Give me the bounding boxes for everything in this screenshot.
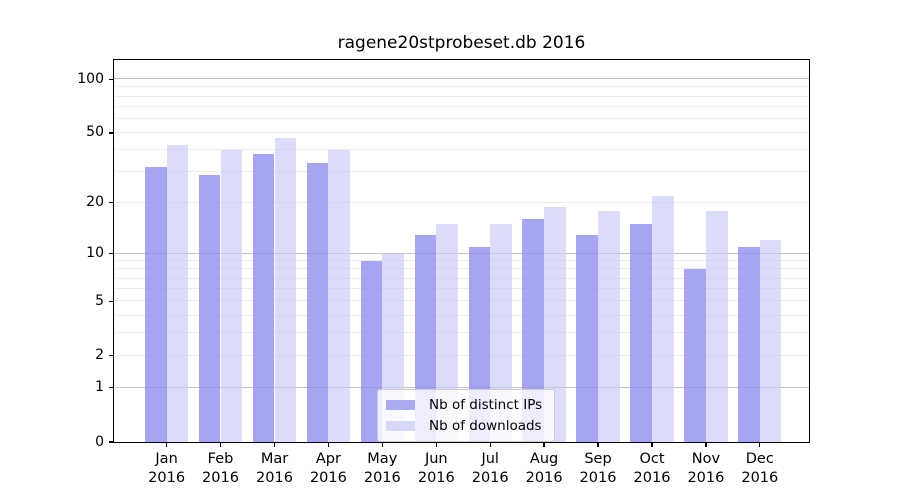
x-tick-label-oct: Oct 2016 [633, 451, 671, 486]
x-tick-mark [273, 443, 276, 447]
bar-feb-downloads [220, 150, 243, 442]
x-tick-mark [381, 443, 383, 447]
bar-feb-ips [198, 174, 221, 442]
bar-sep-downloads [598, 210, 620, 442]
legend-entry-downloads: Nb of downloads [386, 418, 542, 434]
legend: Nb of distinct IPs Nb of downloads [377, 389, 556, 442]
bar-oct-ips [630, 224, 652, 442]
x-tick-mark [219, 443, 222, 447]
gridline-5 [114, 300, 809, 302]
legend-swatch-ips [386, 400, 415, 410]
bar-jan-downloads [166, 144, 189, 442]
x-tick-label-jul: Jul 2016 [471, 451, 509, 486]
bar-jun-downloads [436, 224, 458, 442]
y-tick-mark [109, 354, 113, 357]
x-tick-label-dec: Dec 2016 [741, 451, 779, 486]
x-tick-mark [543, 443, 545, 447]
bar-mar-downloads [274, 137, 297, 442]
x-tick-mark [597, 443, 599, 447]
x-tick-label-nov: Nov 2016 [687, 451, 725, 486]
bar-may-ips [360, 261, 383, 442]
gridline-60 [114, 117, 809, 119]
y-tick-mark [109, 202, 113, 204]
x-tick-mark [705, 443, 707, 447]
gridline-30 [114, 171, 809, 173]
y-tick-mark [109, 132, 113, 134]
gridline-1 [114, 386, 809, 388]
x-tick-mark [651, 443, 653, 447]
gridline-6 [114, 288, 809, 289]
gridline-2 [114, 354, 809, 356]
gridline-20 [114, 201, 809, 203]
gridline-50 [114, 131, 809, 133]
y-tick-label-1: 1 [95, 379, 104, 395]
gridline-70 [114, 105, 809, 107]
x-tick-label-jun: Jun 2016 [417, 451, 455, 486]
x-tick-label-sep: Sep 2016 [579, 451, 617, 486]
legend-label: Nb of distinct IPs [429, 397, 543, 413]
x-tick-mark [165, 443, 168, 447]
x-tick-label-aug: Aug 2016 [525, 451, 563, 486]
y-tick-mark [109, 441, 113, 443]
x-tick-mark [435, 443, 437, 447]
bar-oct-downloads [652, 195, 674, 442]
y-tick-mark [109, 386, 113, 389]
x-tick-label-jan: Jan 2016 [148, 451, 186, 486]
y-tick-mark [109, 300, 113, 302]
bar-aug-downloads [544, 206, 566, 442]
legend-label: Nb of downloads [429, 418, 542, 434]
bar-apr-downloads [328, 150, 351, 442]
gridline-10 [114, 252, 809, 254]
bar-dec-downloads [759, 240, 782, 442]
bar-nov-ips [684, 269, 706, 442]
gridline-80 [114, 95, 809, 97]
bar-dec-ips [738, 246, 760, 442]
bar-jan-ips [144, 167, 167, 442]
bar-sep-ips [576, 234, 598, 442]
y-tick-mark [109, 252, 113, 255]
chart-title: ragene20stprobeset.db 2016 [337, 33, 586, 53]
bar-aug-ips [522, 219, 545, 442]
gridline-4 [114, 314, 809, 316]
gridline-3 [114, 332, 809, 333]
bar-mar-ips [252, 154, 275, 442]
y-tick-label-2: 2 [95, 347, 104, 364]
legend-entry-ips: Nb of distinct IPs [386, 397, 542, 413]
bar-apr-ips [306, 162, 329, 442]
x-tick-label-mar: Mar 2016 [256, 451, 293, 486]
x-tick-mark [759, 443, 761, 447]
gridline-9 [114, 260, 809, 261]
y-tick-label-50: 50 [86, 124, 104, 141]
x-tick-label-may: May 2016 [363, 451, 401, 486]
bar-nov-downloads [705, 210, 728, 442]
x-tick-mark [489, 443, 491, 447]
x-tick-label-feb: Feb 2016 [202, 451, 239, 486]
legend-swatch-downloads [386, 421, 415, 431]
y-tick-label-100: 100 [77, 70, 104, 87]
y-tick-label-20: 20 [86, 194, 104, 211]
y-tick-mark [109, 78, 113, 80]
bar-jul-downloads [490, 224, 512, 442]
gridline-40 [114, 149, 809, 151]
y-tick-label-10: 10 [86, 245, 104, 261]
plot-area: Nb of distinct IPs Nb of downloads [113, 59, 810, 443]
x-tick-label-apr: Apr 2016 [309, 451, 347, 486]
gridline-90 [114, 86, 809, 88]
y-tick-label-5: 5 [95, 292, 104, 309]
gridline-8 [114, 268, 809, 270]
y-tick-label-0: 0 [95, 433, 104, 450]
x-tick-mark [327, 443, 330, 447]
gridline-7 [114, 277, 809, 279]
gridline-100 [114, 78, 809, 80]
